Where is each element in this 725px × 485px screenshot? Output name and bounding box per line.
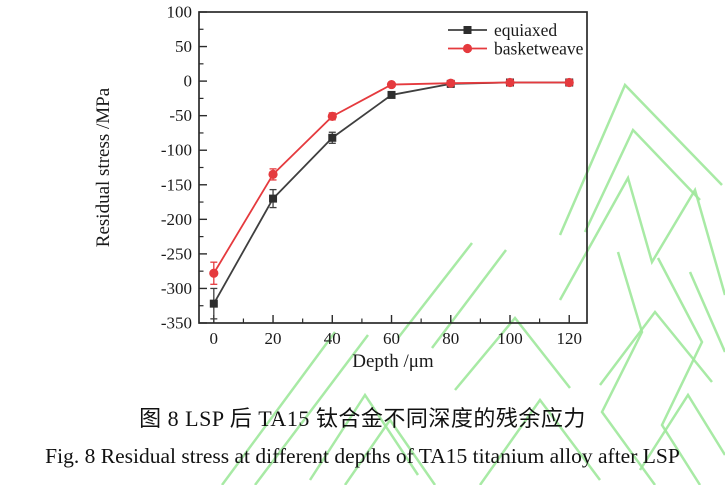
watermark-stroke: [688, 271, 725, 353]
circle-marker: [564, 77, 574, 88]
watermark-stroke: [599, 309, 713, 386]
series-basketweave: [209, 77, 574, 285]
legend-item-basketweave: basketweave: [448, 39, 584, 59]
y-tick-label: -350: [161, 314, 192, 333]
y-tick-label: -150: [161, 175, 192, 194]
x-tick-label: 0: [210, 329, 219, 348]
x-tick-label: 120: [556, 329, 582, 348]
watermark-stroke: [583, 127, 701, 233]
square-marker: [269, 194, 278, 203]
watermark-stroke: [600, 251, 657, 485]
watermark-stroke: [558, 174, 725, 301]
circle-marker: [268, 169, 278, 180]
circle-marker: [327, 111, 337, 121]
x-tick-label: 40: [324, 329, 341, 348]
watermark-stroke: [558, 82, 723, 236]
watermark-stroke: [656, 257, 704, 485]
y-tick-label: -300: [161, 279, 192, 298]
watermark-stroke: [431, 249, 507, 349]
y-tick-label: -250: [161, 244, 192, 263]
watermark-stroke: [454, 316, 571, 391]
y-tick-label: -200: [161, 210, 192, 229]
circle-marker: [209, 268, 219, 278]
x-tick-label: 20: [265, 329, 282, 348]
caption-english: Fig. 8 Residual stress at different dept…: [45, 444, 680, 468]
x-tick-label: 60: [383, 329, 400, 348]
legend-label: equiaxed: [494, 20, 557, 40]
watermark-stroke: [343, 417, 437, 485]
square-marker: [387, 90, 396, 99]
square-marker: [209, 299, 218, 308]
legend-label: basketweave: [494, 39, 584, 59]
series-equiaxed: [209, 78, 574, 320]
series-line: [213, 81, 570, 305]
y-tick-label: 0: [184, 72, 193, 91]
series-line: [213, 81, 570, 274]
legend-square-marker: [463, 26, 472, 34]
x-tick-label: 100: [497, 329, 523, 348]
watermark-stroke: [638, 392, 725, 471]
y-tick-label: -100: [161, 141, 192, 160]
watermark-stroke: [254, 334, 369, 485]
plot-frame: [198, 11, 588, 324]
x-axis-title: Depth /μm: [352, 351, 434, 372]
watermark-stroke: [220, 331, 337, 485]
watermark-stroke: [478, 397, 601, 485]
caption-chinese: 图 8 LSP 后 TA15 钛合金不同深度的残余应力: [139, 406, 586, 431]
y-axis-title: Residual stress /MPa: [93, 87, 114, 247]
square-marker: [328, 133, 337, 142]
y-tick-label: 100: [167, 3, 193, 22]
circle-marker: [505, 77, 515, 88]
watermark-stroke: [308, 392, 420, 481]
legend-item-equiaxed: equiaxed: [448, 20, 557, 40]
circle-marker: [446, 78, 456, 88]
legend-circle-marker: [462, 43, 473, 54]
y-tick-label: 50: [175, 37, 192, 56]
circle-marker: [386, 79, 397, 90]
x-tick-label: 80: [442, 329, 459, 348]
y-tick-label: -50: [169, 106, 192, 125]
